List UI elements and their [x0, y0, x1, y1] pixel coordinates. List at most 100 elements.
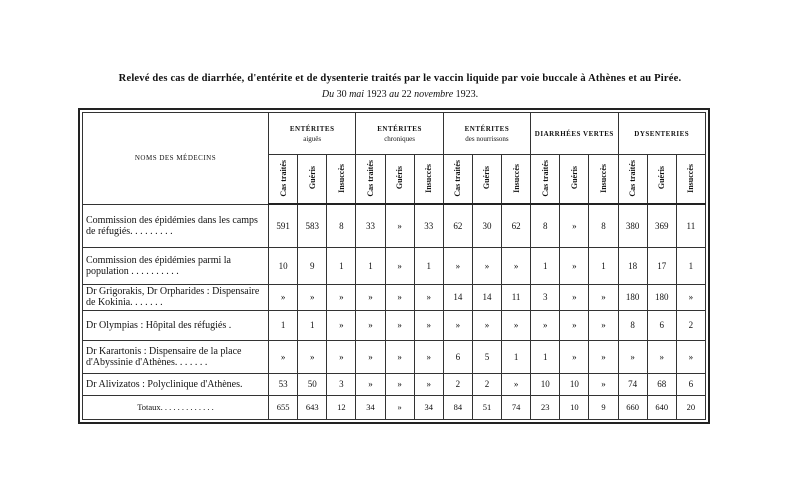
cell-value: » [588, 372, 619, 396]
subcolumn-header: Cas traités [267, 154, 299, 205]
subcolumn-label: Insuccès [686, 163, 696, 193]
cell-value: » [267, 339, 299, 374]
cell-value: » [384, 394, 415, 421]
cell-value: 33 [413, 203, 444, 248]
subcolumn-header: Insuccès [326, 154, 357, 205]
cell-value: 34 [413, 394, 444, 421]
cell-value: 380 [617, 203, 648, 248]
cell-value: 68 [646, 372, 677, 396]
start-year: 1923 [366, 89, 387, 100]
subcolumn-label: Guéris [482, 166, 492, 190]
row-name: Dr Grigorakis, Dr Orpharides : Dispensai… [82, 283, 269, 311]
cell-value: » [326, 339, 357, 374]
cell-value: 18 [617, 246, 648, 285]
cell-value: » [413, 283, 444, 311]
subcolumn-label: Guéris [569, 166, 579, 190]
group-title: DIARRHÉES VERTES [534, 129, 614, 138]
cell-value: » [267, 283, 299, 311]
subcolumn-header: Cas traités [442, 154, 473, 205]
cell-value: 8 [326, 203, 357, 248]
start-day: 30 [336, 89, 347, 100]
document-title: Relevé des cas de diarrhée, d'entérite e… [118, 73, 682, 84]
cell-value: » [471, 246, 503, 285]
cell-value: 8 [530, 203, 561, 248]
table-row: Dr Karartonis : Dispensaire de la place … [82, 339, 707, 374]
group-title: DYSENTERIES [634, 129, 690, 138]
cell-value: » [471, 309, 503, 341]
cell-value: » [500, 309, 532, 341]
cell-value: » [588, 283, 619, 311]
cell-value: 660 [617, 394, 648, 421]
cell-value: » [559, 246, 590, 285]
cell-value: 591 [267, 203, 299, 248]
cell-value: » [355, 283, 386, 311]
cell-value: » [297, 283, 328, 311]
cell-value: 1 [297, 309, 328, 341]
cell-value: 3 [530, 283, 561, 311]
subcolumn-label: Insuccès [598, 163, 608, 193]
cell-value: » [384, 203, 415, 248]
end-day: 22 [401, 89, 412, 100]
cell-value: » [355, 309, 386, 341]
group-title: ENTÉRITES [464, 124, 510, 133]
row-name: Dr Karartonis : Dispensaire de la place … [82, 339, 269, 374]
cell-value: 5 [471, 339, 503, 374]
cell-value: » [617, 339, 648, 374]
subcolumn-label: Cas traités [365, 159, 375, 197]
cell-value: » [559, 203, 590, 248]
subcolumn-label: Guéris [395, 166, 405, 190]
cell-value: » [588, 309, 619, 341]
cell-value: 10 [267, 246, 299, 285]
cell-value: » [384, 372, 415, 396]
subcolumn-label: Cas traités [278, 159, 288, 197]
table-row: Dr Alivizatos : Polyclinique d'Athènes. 5… [82, 372, 707, 396]
cell-value: 8 [588, 203, 619, 248]
cell-value: 53 [267, 372, 299, 396]
cell-value: 20 [675, 394, 707, 421]
column-group-header: DIARRHÉES VERTES [530, 112, 619, 155]
cell-value: 10 [559, 372, 590, 396]
cell-value: 2 [675, 309, 707, 341]
cell-value: 6 [675, 372, 707, 396]
subcolumn-header: Guéris [559, 154, 590, 205]
column-group-header: ENTÉRITES chroniques [355, 112, 444, 155]
cell-value: » [384, 339, 415, 374]
cell-value: 34 [355, 394, 386, 421]
subcolumn-label: Cas traités [453, 159, 463, 197]
cell-value: 655 [267, 394, 299, 421]
subcolumn-header: Guéris [384, 154, 415, 205]
cell-value: » [559, 309, 590, 341]
cell-value: » [559, 283, 590, 311]
subcolumn-label: Guéris [307, 166, 317, 190]
cell-value: » [588, 339, 619, 374]
cell-value: » [442, 246, 473, 285]
cell-value: » [675, 339, 707, 374]
data-table-frame: NOMS DES MÉDECINS ENTÉRITES aiguës ENTÉRITE… [78, 108, 710, 424]
cell-value: 180 [617, 283, 648, 311]
column-group-header: ENTÉRITES des nourrissons [442, 112, 532, 155]
cell-value: 50 [297, 372, 328, 396]
row-name: Totaux. . . . . . . . . . . . . [82, 394, 269, 421]
group-title: ENTÉRITES [377, 124, 422, 133]
cell-value: » [384, 309, 415, 341]
cell-value: » [384, 283, 415, 311]
cell-value: » [500, 246, 532, 285]
subcolumn-header: Insuccès [413, 154, 444, 205]
cell-value: 84 [442, 394, 473, 421]
cell-value: 583 [297, 203, 328, 248]
cell-value: 1 [530, 246, 561, 285]
cell-value: » [500, 372, 532, 396]
cell-value: 12 [326, 394, 357, 421]
subcolumn-header: Guéris [646, 154, 677, 205]
cell-value: 640 [646, 394, 677, 421]
row-name: Dr Olympias : Hôpital des réfugiés . [82, 309, 269, 341]
end-month: novembre [414, 89, 454, 100]
cell-value: 10 [530, 372, 561, 396]
row-name: Commission des épidémies dans les camps … [82, 203, 269, 248]
cell-value: 1 [267, 309, 299, 341]
subcolumn-header: Guéris [297, 154, 328, 205]
cell-value: 1 [326, 246, 357, 285]
cell-value: 33 [355, 203, 386, 248]
cell-value: » [384, 246, 415, 285]
subcolumn-header: Cas traités [617, 154, 648, 205]
